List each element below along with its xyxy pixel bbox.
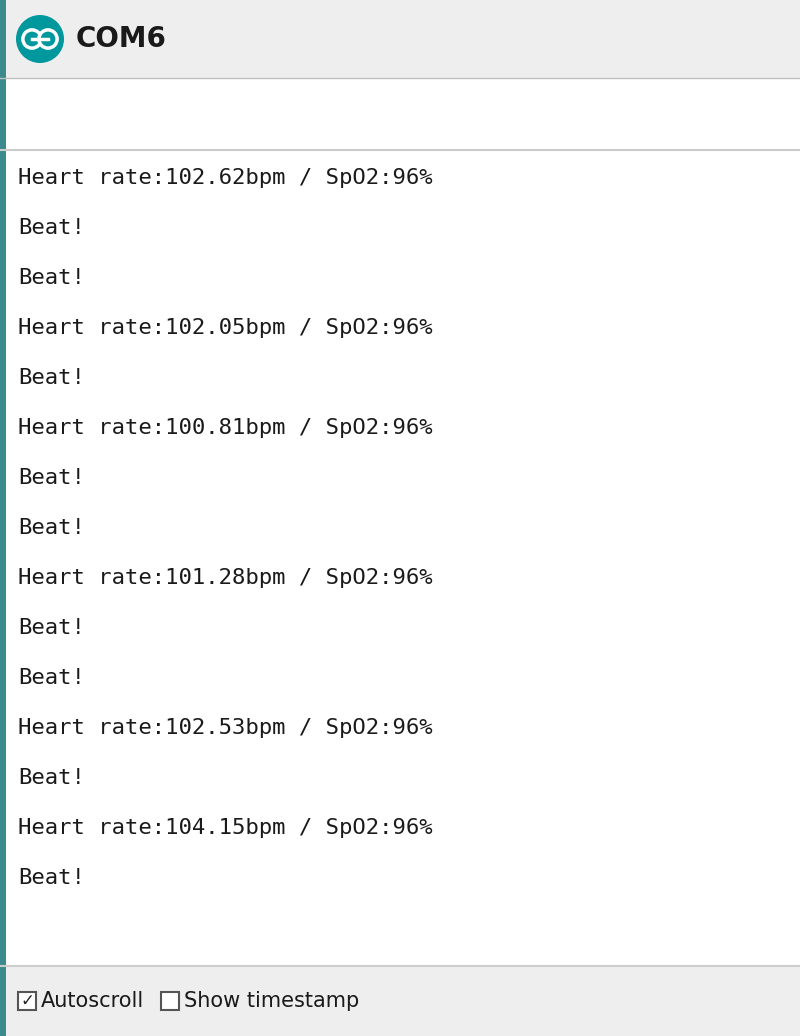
Bar [18, 992, 36, 1010]
Circle shape [16, 15, 64, 63]
Text: ✓: ✓ [20, 992, 34, 1010]
Text: Heart rate:102.05bpm / SpO2:96%: Heart rate:102.05bpm / SpO2:96% [18, 318, 433, 338]
Text: Beat!: Beat! [18, 618, 85, 638]
Bar [0, 78, 6, 150]
Text: Show timestamp: Show timestamp [184, 991, 359, 1011]
Bar [0, 150, 800, 966]
Bar [0, 0, 800, 78]
Text: Beat!: Beat! [18, 268, 85, 288]
Text: Beat!: Beat! [18, 868, 85, 888]
Text: Beat!: Beat! [18, 518, 85, 538]
Text: COM6: COM6 [76, 25, 167, 53]
Circle shape [39, 30, 57, 48]
Text: Beat!: Beat! [18, 218, 85, 238]
Bar [0, 0, 6, 78]
Text: Beat!: Beat! [18, 768, 85, 788]
Text: Beat!: Beat! [18, 468, 85, 488]
Text: Heart rate:102.62bpm / SpO2:96%: Heart rate:102.62bpm / SpO2:96% [18, 168, 433, 188]
Bar [0, 150, 6, 966]
Bar [0, 966, 6, 1036]
Text: Heart rate:100.81bpm / SpO2:96%: Heart rate:100.81bpm / SpO2:96% [18, 418, 433, 438]
Text: Beat!: Beat! [18, 368, 85, 388]
Bar [0, 78, 800, 150]
Circle shape [23, 30, 41, 48]
Text: Heart rate:104.15bpm / SpO2:96%: Heart rate:104.15bpm / SpO2:96% [18, 818, 433, 838]
Bar [161, 992, 179, 1010]
Text: Beat!: Beat! [18, 668, 85, 688]
Text: Heart rate:102.53bpm / SpO2:96%: Heart rate:102.53bpm / SpO2:96% [18, 718, 433, 738]
Text: Heart rate:101.28bpm / SpO2:96%: Heart rate:101.28bpm / SpO2:96% [18, 568, 433, 588]
Text: Autoscroll: Autoscroll [41, 991, 144, 1011]
Bar [0, 966, 800, 1036]
